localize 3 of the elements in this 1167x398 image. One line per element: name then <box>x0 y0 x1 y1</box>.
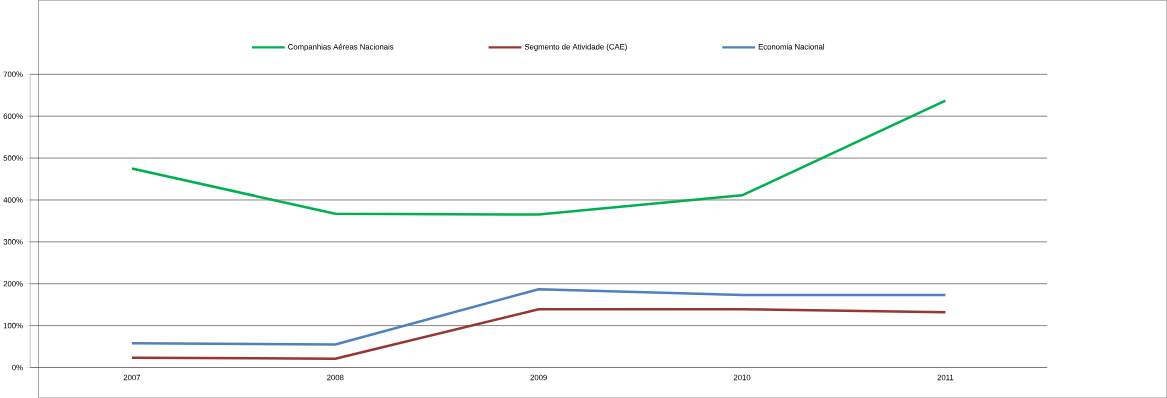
line-series <box>130 287 947 346</box>
line-series <box>130 307 947 360</box>
line-series <box>130 99 947 216</box>
